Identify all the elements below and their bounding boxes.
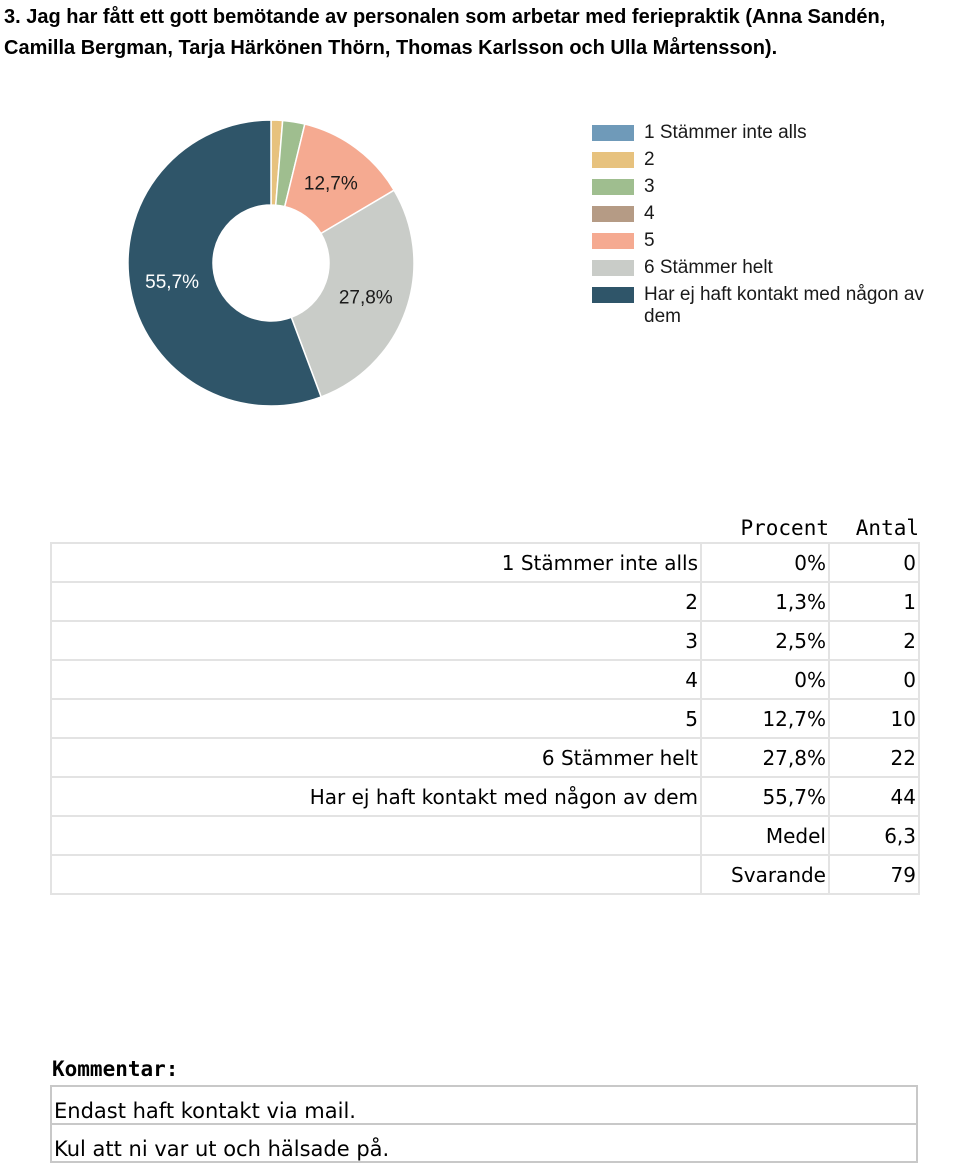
donut-slices xyxy=(127,119,415,407)
comment-text: Kul att ni var ut och hälsade på. xyxy=(50,1123,918,1163)
comments-table: Endast haft kontakt via mail. Kul att ni … xyxy=(50,1085,918,1163)
table-row: 1 Stämmer inte alls 0% 0 xyxy=(50,542,920,583)
legend-label: 2 xyxy=(644,149,655,170)
table-row: Svarande 79 xyxy=(50,854,920,895)
legend-swatch xyxy=(592,152,634,168)
question-title: 3. Jag har fått ett gott bemötande av pe… xyxy=(4,6,886,59)
table-row: 6 Stämmer helt 27,8% 22 xyxy=(50,737,920,778)
comment-row: Kul att ni var ut och hälsade på. xyxy=(50,1123,918,1163)
table-cell-antal: 2 xyxy=(828,620,920,661)
table-cell-label xyxy=(50,815,702,856)
table-row: 3 2,5% 2 xyxy=(50,620,920,661)
table-body: 1 Stämmer inte alls 0% 0 2 1,3% 1 3 2,5% 2 4 0% 0 5 1… xyxy=(50,542,920,895)
table-cell-procent: 55,7% xyxy=(700,776,830,817)
table-header-antal: Antal xyxy=(855,516,919,540)
table-cell-label: 3 xyxy=(50,620,702,661)
comments-body: Endast haft kontakt via mail. Kul att ni … xyxy=(50,1085,918,1163)
legend-swatch xyxy=(592,260,634,276)
comment-text: Endast haft kontakt via mail. xyxy=(50,1085,918,1125)
table-row: 4 0% 0 xyxy=(50,659,920,700)
legend-label: 5 xyxy=(644,230,655,251)
donut-slice xyxy=(127,119,323,407)
legend-item: 5 xyxy=(592,230,952,252)
table-row: Har ej haft kontakt med någon av dem 55,7… xyxy=(50,776,920,817)
legend-item: 2 xyxy=(592,149,952,171)
legend-label: 4 xyxy=(644,203,655,224)
table-cell-procent: 27,8% xyxy=(700,737,830,778)
donut-slice xyxy=(290,189,415,398)
donut-slice-label: 12,7% xyxy=(304,173,358,194)
results-table: Procent Antal 1 Stämmer inte alls 0% 0 2 1,3… xyxy=(50,504,920,895)
comments-title: Kommentar: xyxy=(52,1057,179,1081)
table-cell-procent: 0% xyxy=(700,659,830,700)
table-cell-antal: 44 xyxy=(828,776,920,817)
legend-swatch xyxy=(592,179,634,195)
legend-swatch xyxy=(592,233,634,249)
donut-slice-labels: 12,7% 27,8% 55,7% xyxy=(145,173,393,308)
table-row: Medel 6,3 xyxy=(50,815,920,856)
table-cell-procent: 1,3% xyxy=(700,581,830,622)
table-cell-procent: 2,5% xyxy=(700,620,830,661)
legend-swatch xyxy=(592,287,634,303)
legend-label: 6 Stämmer helt xyxy=(644,257,773,278)
table-cell-procent: Medel xyxy=(700,815,830,856)
table-cell-label: 4 xyxy=(50,659,702,700)
table-cell-label xyxy=(50,854,702,895)
legend-label: 3 xyxy=(644,176,655,197)
table-cell-antal: 1 xyxy=(828,581,920,622)
donut-chart: 12,7% 27,8% 55,7% xyxy=(127,119,415,407)
comment-row: Endast haft kontakt via mail. xyxy=(50,1085,918,1125)
legend-item: 1 Stämmer inte alls xyxy=(592,122,952,144)
table-cell-antal: 0 xyxy=(828,542,920,583)
table-cell-label: 2 xyxy=(50,581,702,622)
table-cell-antal: 6,3 xyxy=(828,815,920,856)
table-cell-antal: 10 xyxy=(828,698,920,739)
table-cell-label: 5 xyxy=(50,698,702,739)
table-cell-procent: 0% xyxy=(700,542,830,583)
table-row: 2 1,3% 1 xyxy=(50,581,920,622)
table-row: 5 12,7% 10 xyxy=(50,698,920,739)
table-cell-label: 6 Stämmer helt xyxy=(50,737,702,778)
legend-item: 6 Stämmer helt xyxy=(592,257,952,279)
legend-item: 4 xyxy=(592,203,952,225)
donut-slice-label: 27,8% xyxy=(339,287,393,308)
table-header-procent: Procent xyxy=(740,516,829,540)
table-cell-antal: 79 xyxy=(828,854,920,895)
table-cell-antal: 22 xyxy=(828,737,920,778)
legend-swatch xyxy=(592,206,634,222)
chart-legend: 1 Stämmer inte alls 2 3 4 5 6 Stämmer helt Har… xyxy=(592,122,952,333)
legend-swatch xyxy=(592,125,634,141)
table-cell-procent: 12,7% xyxy=(700,698,830,739)
table-cell-label: Har ej haft kontakt med någon av dem xyxy=(50,776,702,817)
donut-slice-label: 55,7% xyxy=(145,272,199,293)
legend-label: Har ej haft kontakt med någon av dem xyxy=(644,284,924,327)
legend-item: 3 xyxy=(592,176,952,198)
table-header-label xyxy=(51,504,701,543)
legend-item: Har ej haft kontakt med någon av dem xyxy=(592,284,952,328)
legend-label: 1 Stämmer inte alls xyxy=(644,122,807,143)
table-cell-procent: Svarande xyxy=(700,854,830,895)
table-cell-antal: 0 xyxy=(828,659,920,700)
table-header-row: Procent Antal xyxy=(51,504,919,543)
table-cell-label: 1 Stämmer inte alls xyxy=(50,542,702,583)
